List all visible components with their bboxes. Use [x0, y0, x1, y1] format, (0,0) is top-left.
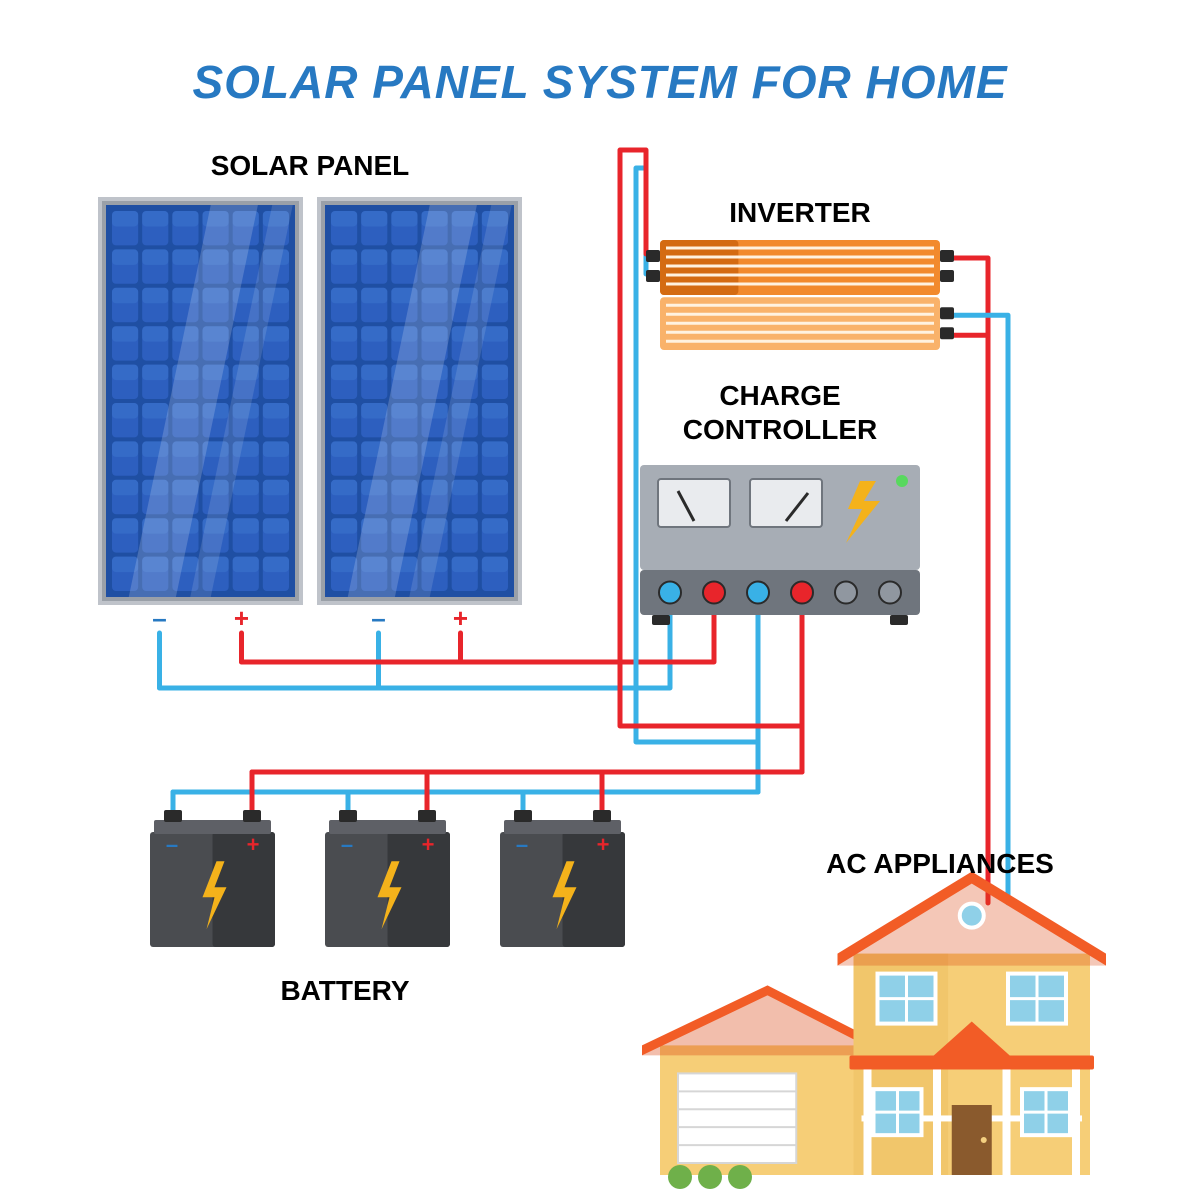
inverter-icon	[646, 240, 954, 350]
svg-text:–: –	[516, 832, 528, 857]
solar-panel-icon: –+	[317, 197, 522, 633]
battery-label: BATTERY	[220, 975, 470, 1007]
battery-icon: –+	[325, 810, 450, 947]
battery-icon: –+	[500, 810, 625, 947]
svg-text:+: +	[247, 832, 260, 857]
charge-controller-icon	[640, 465, 920, 625]
svg-text:–: –	[341, 832, 353, 857]
charge-controller-label-1: CHARGE	[630, 380, 930, 412]
diagram-canvas: SOLAR PANEL SYSTEM FOR HOME –+–+–+–+–+ S…	[0, 0, 1200, 1200]
ac-appliances-label: AC APPLIANCES	[790, 848, 1090, 880]
solar-panel-icon: –+	[98, 197, 303, 633]
svg-text:–: –	[166, 832, 178, 857]
svg-text:+: +	[422, 832, 435, 857]
svg-text:–: –	[152, 603, 166, 633]
svg-text:–: –	[371, 603, 385, 633]
svg-text:+: +	[597, 832, 610, 857]
battery-icon: –+	[150, 810, 275, 947]
svg-text:+: +	[453, 603, 468, 633]
house-icon	[642, 872, 1106, 1189]
inverter-label: INVERTER	[650, 197, 950, 229]
svg-text:+: +	[234, 603, 249, 633]
solar-panel-label: SOLAR PANEL	[150, 150, 470, 182]
charge-controller-label-2: CONTROLLER	[630, 414, 930, 446]
